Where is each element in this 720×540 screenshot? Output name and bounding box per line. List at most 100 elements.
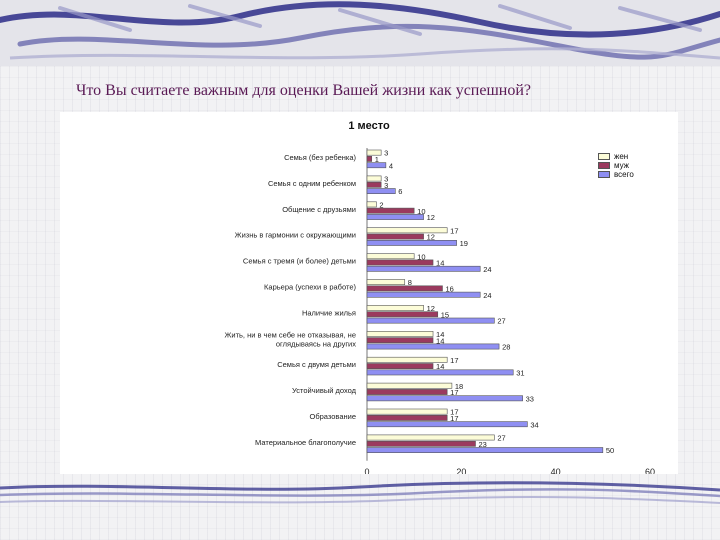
bar-men [366, 337, 434, 344]
data-label-all: 33 [526, 394, 534, 403]
data-label-all: 12 [427, 213, 435, 222]
data-label-women: 18 [455, 382, 463, 391]
category-label: Жизнь в гармонии с окружающими [235, 231, 356, 240]
bar-women [366, 408, 448, 415]
category-label-line: Семья (без ребенка) [284, 153, 356, 162]
legend-swatch-women [598, 153, 610, 160]
data-label-women: 2 [379, 201, 383, 210]
category-label: Материальное благополучие [255, 438, 356, 447]
bar-men [366, 233, 424, 240]
category-label: Устойчивый доход [292, 386, 357, 395]
data-label-all: 24 [483, 265, 491, 274]
category-label-line: Семья с тремя (и более) детьми [243, 257, 356, 266]
data-label-women: 17 [450, 356, 458, 365]
data-label-men: 14 [436, 259, 444, 268]
data-label-women: 17 [450, 408, 458, 417]
category-label-line: Общение с друзьями [282, 205, 356, 214]
data-label-women: 14 [436, 330, 444, 339]
bar-women [366, 382, 453, 389]
category-label: Жить, ни в чем себе не отказывая, не огля… [224, 330, 356, 348]
category-label: Образование [310, 412, 357, 421]
bar-women [366, 279, 406, 285]
bar-all [366, 265, 481, 272]
legend-label-all: всего [614, 170, 634, 179]
data-label-all: 27 [497, 317, 505, 326]
category-label-line: Карьера (успехи в работе) [264, 283, 356, 292]
bar-women [366, 356, 448, 363]
category-label-line: Устойчивый доход [292, 386, 357, 395]
data-label-men: 16 [445, 285, 453, 294]
category-label: Семья с двумя детьми [277, 360, 356, 369]
category-label: Общение с друзьями [282, 205, 356, 214]
data-label-men: 3 [384, 181, 388, 190]
legend-swatch-men [598, 162, 610, 169]
x-tick-label: 20 [456, 467, 466, 474]
bar-women [366, 175, 382, 182]
bar-women [366, 201, 377, 208]
category-label: Семья с одним ребенком [268, 179, 356, 188]
data-label-all: 50 [606, 446, 614, 455]
data-label-women: 17 [450, 226, 458, 235]
data-label-women: 3 [384, 175, 388, 184]
data-label-men: 14 [436, 336, 444, 345]
bar-all [366, 395, 523, 402]
legend-label-men: муж [614, 161, 630, 170]
category-label-line: Материальное благополучие [255, 438, 356, 447]
chart-title: 1 место [348, 120, 390, 132]
bar-all [366, 317, 495, 324]
bar-men [366, 440, 476, 447]
bar-all [366, 240, 457, 246]
bar-all [366, 214, 424, 220]
data-label-all: 34 [530, 420, 538, 429]
legend-item-men: муж [598, 161, 634, 170]
bar-men [366, 389, 448, 395]
bar-all [366, 291, 481, 298]
bar-all [366, 343, 500, 350]
bar-all [366, 188, 396, 194]
category-label: Семья с тремя (и более) детьми [243, 257, 356, 266]
data-label-men: 15 [441, 310, 449, 319]
data-label-all: 28 [502, 343, 510, 352]
bar-men [366, 155, 373, 162]
data-label-men: 17 [450, 388, 458, 397]
category-label-line: оглядываясь на других [276, 339, 356, 348]
bar-men [366, 207, 415, 214]
bar-men [366, 259, 434, 266]
legend-label-women: жен [614, 152, 629, 161]
slide-question-title: Что Вы считаете важным для оценки Вашей … [76, 82, 531, 99]
category-label: Наличие жилья [302, 308, 356, 317]
data-label-men: 17 [450, 414, 458, 423]
bar-all [366, 369, 514, 376]
data-label-women: 27 [497, 434, 505, 443]
bar-men [366, 363, 434, 369]
bar-all [366, 162, 387, 169]
data-label-all: 6 [398, 187, 402, 196]
data-label-women: 12 [427, 304, 435, 313]
category-label-line: Образование [310, 412, 357, 421]
data-label-men: 1 [375, 155, 379, 164]
category-label-line: Жить, ни в чем себе не отказывая, не [224, 330, 356, 339]
bar-men [366, 285, 443, 292]
bar-men [366, 311, 439, 318]
data-label-all: 19 [460, 239, 468, 248]
top-decorative-band [0, 0, 720, 66]
data-label-men: 23 [478, 440, 486, 449]
category-label-line: Семья с одним ребенком [268, 179, 356, 188]
data-label-men: 14 [436, 362, 444, 371]
data-label-men: 12 [427, 233, 435, 242]
chart-panel: 1 место 0 20 40 60 Семья (без ребенка) 3 1 4 Сем… [60, 112, 678, 474]
bar-all [366, 447, 604, 453]
category-label: Семья (без ребенка) [284, 153, 356, 162]
bar-women [366, 253, 415, 260]
legend-swatch-all [598, 171, 610, 178]
chart-legend: жен муж всего [598, 152, 634, 179]
bar-women [366, 227, 448, 234]
bar-women [366, 434, 495, 441]
bar-all [366, 421, 528, 428]
category-label: Карьера (успехи в работе) [264, 283, 356, 292]
x-tick-label: 60 [645, 467, 655, 474]
data-label-women: 8 [408, 278, 412, 287]
category-label-line: Наличие жилья [302, 308, 356, 317]
legend-item-all: всего [598, 170, 634, 179]
